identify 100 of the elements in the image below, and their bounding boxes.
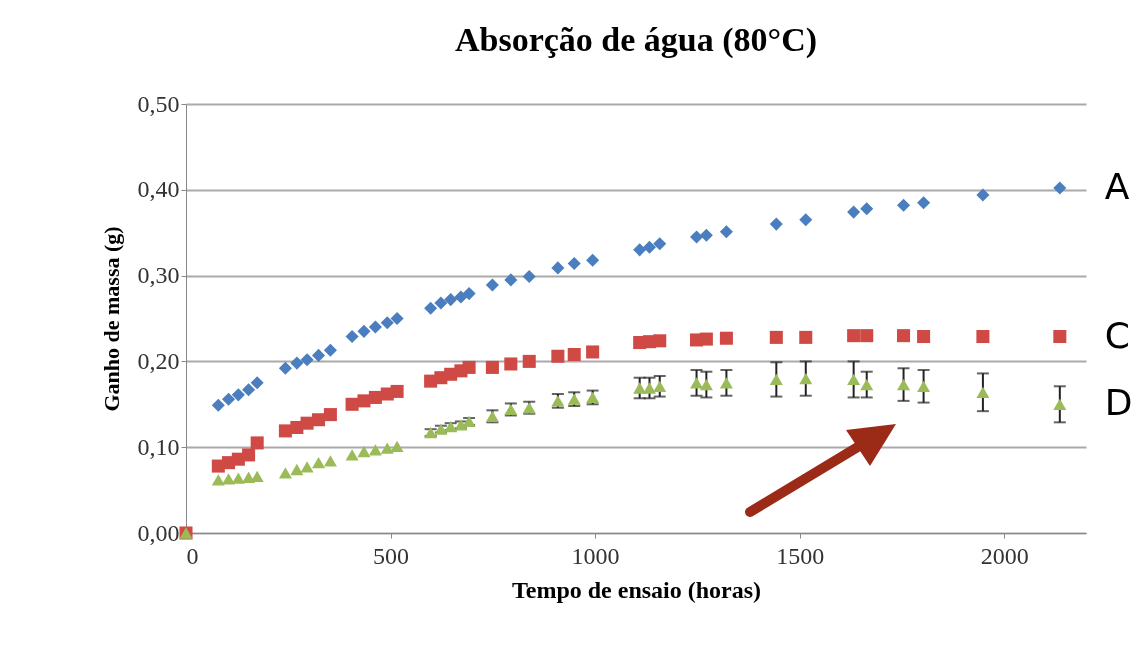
point xyxy=(444,293,458,307)
point xyxy=(769,373,783,386)
point xyxy=(633,243,647,257)
point xyxy=(424,301,438,315)
point xyxy=(231,472,245,484)
point xyxy=(897,329,911,343)
point xyxy=(567,257,581,271)
point xyxy=(976,188,990,202)
point xyxy=(504,357,518,371)
y-tick-label: 0,00 xyxy=(137,519,180,546)
x-tick-label: 1000 xyxy=(571,542,620,569)
point xyxy=(522,354,536,368)
point xyxy=(462,287,476,301)
point xyxy=(976,330,990,344)
point xyxy=(860,378,874,391)
point xyxy=(551,349,565,363)
point xyxy=(211,398,225,412)
y-tick-label: 0,10 xyxy=(137,433,180,460)
point xyxy=(242,448,256,462)
point xyxy=(917,380,931,392)
point xyxy=(642,382,657,394)
point xyxy=(719,331,733,345)
point xyxy=(847,329,861,343)
x-tick-label: 1500 xyxy=(776,542,825,569)
y-tick-label: 0,40 xyxy=(137,176,180,203)
point xyxy=(633,382,647,394)
point xyxy=(976,386,990,398)
point xyxy=(242,471,256,483)
point xyxy=(312,413,326,427)
point xyxy=(551,261,565,275)
point xyxy=(897,378,911,391)
point xyxy=(290,356,304,370)
x-tick-label: 2000 xyxy=(980,542,1029,569)
point xyxy=(312,457,326,469)
point xyxy=(345,330,359,344)
point xyxy=(278,361,292,375)
point xyxy=(653,380,667,392)
point xyxy=(250,470,264,483)
point xyxy=(567,348,581,362)
series-label: D xyxy=(1104,382,1133,424)
y-tick-label: 0,20 xyxy=(137,347,180,374)
point xyxy=(485,278,499,292)
point xyxy=(917,196,931,210)
point xyxy=(847,373,861,386)
point xyxy=(357,445,371,458)
point xyxy=(390,440,404,452)
point xyxy=(1053,330,1067,344)
y-tick-label: 0,30 xyxy=(137,262,180,289)
point xyxy=(719,225,733,239)
point xyxy=(799,372,813,385)
point xyxy=(222,473,236,485)
point xyxy=(917,330,931,344)
point xyxy=(1053,181,1067,195)
point xyxy=(300,461,314,473)
series-label: A xyxy=(1104,166,1130,208)
point xyxy=(390,384,404,398)
point xyxy=(323,408,337,422)
point xyxy=(380,316,394,330)
point xyxy=(769,330,783,344)
y-tick-label: 0,50 xyxy=(137,90,180,117)
point xyxy=(380,442,394,454)
point xyxy=(300,353,314,367)
point xyxy=(769,217,783,231)
point xyxy=(653,237,667,251)
point xyxy=(368,444,382,456)
point xyxy=(485,360,499,374)
x-axis-title: Tempo de ensaio (horas) xyxy=(511,576,762,603)
point xyxy=(642,240,657,254)
point xyxy=(860,202,874,216)
point xyxy=(290,463,304,476)
point xyxy=(357,324,371,338)
point xyxy=(462,360,476,374)
point xyxy=(250,436,264,450)
point xyxy=(719,377,733,389)
chart-title: Absorção de água (80°C) xyxy=(454,21,818,59)
point xyxy=(231,388,245,402)
point xyxy=(250,376,264,390)
point xyxy=(1053,398,1067,410)
point xyxy=(323,343,337,357)
point xyxy=(699,332,713,346)
point xyxy=(434,296,448,310)
point xyxy=(345,449,359,461)
y-axis-title: Ganho de massa (g) xyxy=(98,226,124,412)
point xyxy=(653,334,667,348)
point xyxy=(312,348,326,362)
point xyxy=(860,329,874,343)
point xyxy=(242,383,256,397)
point xyxy=(699,378,713,391)
point xyxy=(847,205,861,219)
series-label: C xyxy=(1104,314,1130,356)
x-tick-label: 500 xyxy=(373,542,410,569)
point xyxy=(586,345,600,359)
point xyxy=(586,253,600,267)
point xyxy=(799,213,813,227)
point xyxy=(278,467,292,479)
point xyxy=(699,228,713,242)
point xyxy=(368,320,382,334)
point xyxy=(368,390,382,404)
point xyxy=(504,273,518,287)
x-tick-label: 0 xyxy=(186,542,199,569)
